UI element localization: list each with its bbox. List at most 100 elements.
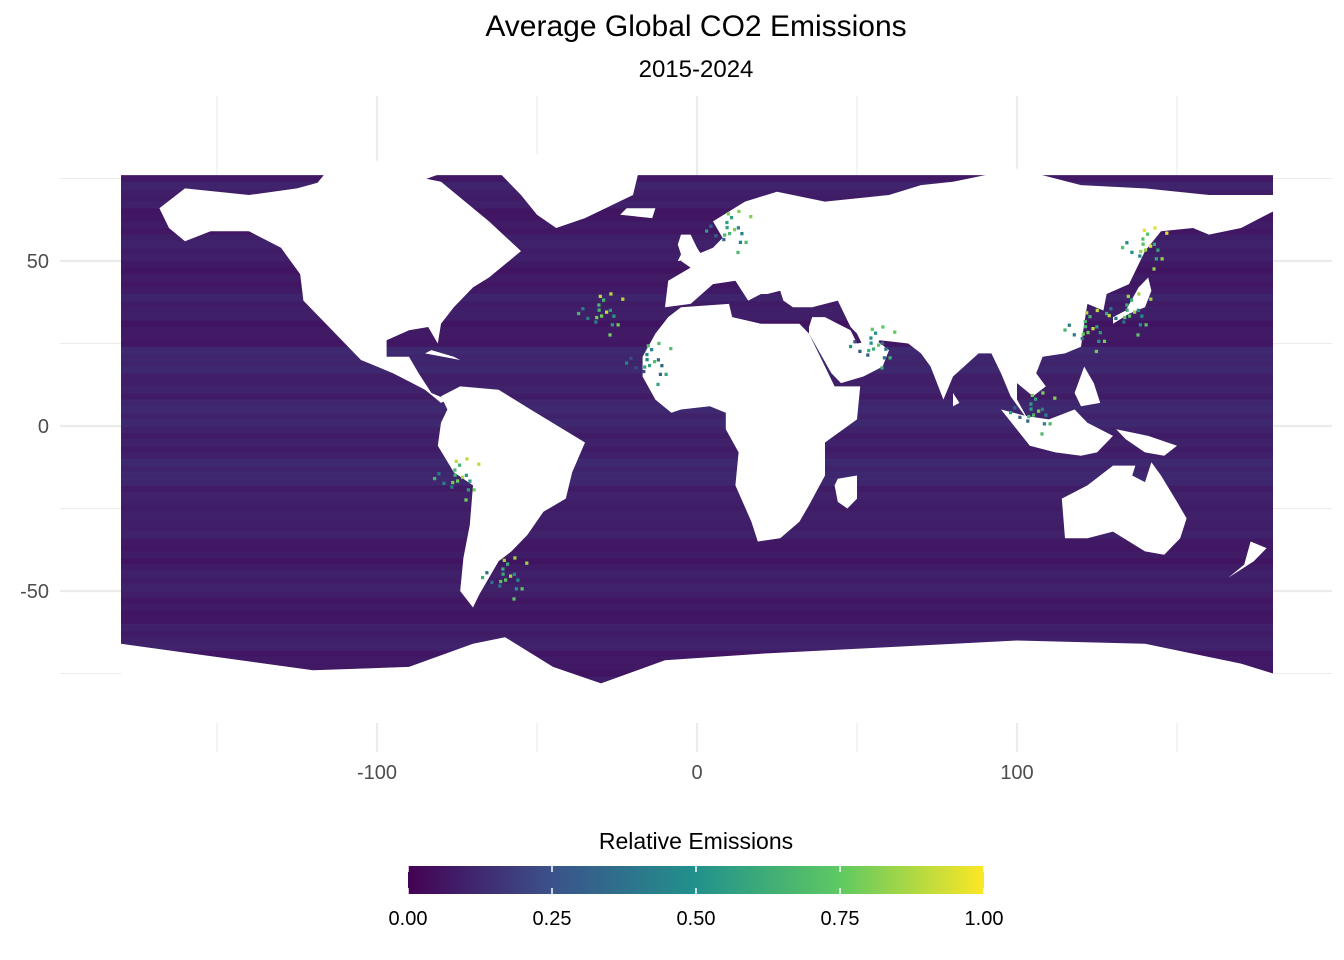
- hotspot-cell: [1141, 237, 1144, 240]
- hotspot-cell: [1031, 394, 1034, 397]
- hotspot-cell: [736, 251, 739, 254]
- hotspot-cell: [653, 360, 656, 363]
- hotspot-cell: [612, 315, 615, 318]
- hotspot-cell: [617, 323, 620, 326]
- hotspot-cell: [502, 573, 505, 576]
- hotspot-cell: [1152, 267, 1155, 270]
- hotspot-cell: [1145, 323, 1148, 326]
- hotspot-cell: [1125, 303, 1128, 306]
- colorbar-tick-label: 0.50: [677, 908, 716, 930]
- hotspot-cell: [657, 342, 660, 345]
- hotspot-cell: [594, 320, 597, 323]
- hotspot-cell: [867, 349, 870, 352]
- colorbar-tick-label: 0.75: [821, 908, 860, 930]
- hotspot-cell: [525, 562, 528, 565]
- hotspot-cell: [1156, 249, 1159, 252]
- ocean-band: [121, 175, 1273, 182]
- hotspot-cell: [739, 241, 742, 244]
- hotspot-cell: [1049, 422, 1052, 425]
- colorbar-tick-label: 1.00: [965, 908, 1004, 930]
- ocean-band: [121, 571, 1273, 578]
- hotspot-cell: [605, 311, 608, 314]
- hotspot-cell: [1044, 414, 1047, 417]
- hotspot-cell: [1041, 391, 1044, 394]
- hotspot-cell: [455, 460, 458, 463]
- hotspot-cell: [1091, 327, 1094, 330]
- ocean-band: [121, 558, 1273, 565]
- hotspot-cell: [1109, 307, 1112, 310]
- hotspot-cell: [726, 226, 729, 229]
- hotspot-cell: [1130, 299, 1133, 302]
- hotspot-cell: [1032, 413, 1035, 416]
- hotspot-cell: [1053, 397, 1056, 400]
- hotspot-cell: [647, 344, 650, 347]
- hotspot-cell: [512, 597, 515, 600]
- hotspot-cell: [648, 364, 651, 367]
- hotspot-cell: [499, 580, 502, 583]
- ocean-band: [121, 413, 1273, 420]
- ocean-band: [121, 452, 1273, 459]
- hotspot-cell: [733, 228, 736, 231]
- x-tick-label: 0: [691, 762, 702, 784]
- hotspot-cell: [1013, 406, 1016, 409]
- hotspot-cell: [433, 477, 436, 480]
- hotspot-cell: [858, 350, 861, 353]
- hotspot-cell: [740, 232, 743, 235]
- hotspot-cell: [881, 325, 884, 328]
- hotspot-cell: [1081, 337, 1084, 340]
- hotspot-cell: [1114, 317, 1117, 320]
- hotspot-cell: [730, 216, 733, 219]
- hotspot-cell: [660, 364, 663, 367]
- ocean-band: [121, 466, 1273, 473]
- hotspot-cell: [1099, 331, 1102, 334]
- hotspot-cell: [1030, 408, 1033, 411]
- hotspot-cell: [1143, 229, 1146, 232]
- hotspot-cell: [1009, 411, 1012, 414]
- hotspot-cell: [1139, 250, 1142, 253]
- hotspot-cell: [442, 482, 445, 485]
- hotspot-cell: [881, 342, 884, 345]
- hotspot-cell: [621, 298, 624, 301]
- ocean-band: [121, 551, 1273, 558]
- hotspot-cell: [871, 328, 874, 331]
- hotspot-cell: [1082, 332, 1085, 335]
- hotspot-cell: [722, 238, 725, 241]
- hotspot-cell: [737, 210, 740, 213]
- hotspot-cell: [1068, 324, 1071, 327]
- hotspot-cell: [645, 353, 648, 356]
- hotspot-cell: [866, 353, 869, 356]
- hotspot-cell: [504, 578, 507, 581]
- hotspot-cell: [853, 340, 856, 343]
- hotspot-cell: [1125, 241, 1128, 244]
- y-axis-tick-labels: 50 0 -50: [20, 251, 49, 603]
- hotspot-cell: [465, 474, 468, 477]
- hotspot-cell: [723, 233, 726, 236]
- hotspot-cell: [869, 336, 872, 339]
- hotspot-cell: [450, 485, 453, 488]
- hotspot-cell: [1040, 432, 1043, 435]
- hotspot-cell: [625, 361, 628, 364]
- hotspot-cell: [1084, 325, 1087, 328]
- hotspot-cell: [1146, 233, 1149, 236]
- hotspot-cell: [1153, 226, 1156, 229]
- x-tick-label: 100: [1000, 762, 1033, 784]
- hotspot-cell: [586, 317, 589, 320]
- hotspot-cell: [602, 299, 605, 302]
- hotspot-cell: [749, 215, 752, 218]
- hotspot-cell: [1165, 232, 1168, 235]
- hotspot-cell: [485, 571, 488, 574]
- hotspot-cell: [1122, 320, 1125, 323]
- ocean-band: [121, 545, 1273, 552]
- hotspot-cell: [874, 332, 877, 335]
- legend-title: Relative Emissions: [599, 828, 793, 854]
- hotspot-cell: [709, 225, 712, 228]
- hotspot-cell: [1041, 408, 1044, 411]
- hotspot-cell: [1108, 314, 1111, 317]
- hotspot-cell: [657, 358, 660, 361]
- ocean-band: [121, 578, 1273, 585]
- hotspot-cell: [437, 472, 440, 475]
- hotspot-cell: [705, 229, 708, 232]
- hotspot-cell: [1026, 419, 1029, 422]
- hotspot-cell: [656, 383, 659, 386]
- hotspot-cell: [849, 345, 852, 348]
